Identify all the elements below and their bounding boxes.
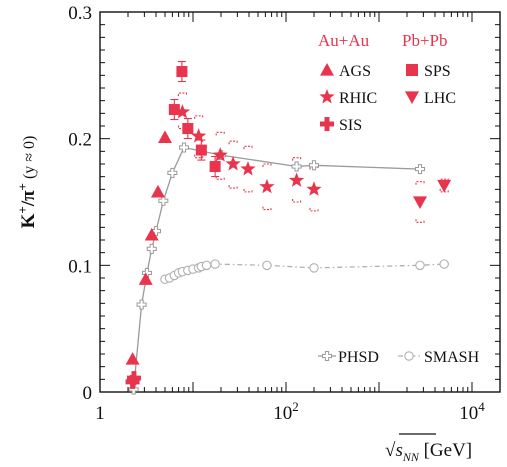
model-point-phsd bbox=[128, 384, 139, 395]
data-point-sps bbox=[168, 104, 180, 116]
y-tick-label: 0.3 bbox=[68, 3, 92, 24]
data-point-rhic bbox=[191, 128, 207, 143]
legend-marker-lhc bbox=[405, 91, 419, 104]
legend-entry-smash: SMASH bbox=[398, 349, 480, 366]
model-point-phsd bbox=[136, 299, 147, 310]
model-point-phsd bbox=[291, 161, 302, 172]
x-axis-label: √sNN [GeV] bbox=[385, 433, 472, 464]
data-point-ags bbox=[158, 130, 173, 143]
svg-text:PHSD: PHSD bbox=[338, 349, 379, 366]
x-tick-label: 1 bbox=[95, 403, 105, 424]
svg-text:AGS: AGS bbox=[339, 63, 371, 80]
y-tick-label: 0.2 bbox=[68, 130, 92, 151]
model-point-phsd bbox=[415, 164, 426, 175]
data-point-sps bbox=[176, 66, 188, 78]
sys-bracket-rhic bbox=[292, 157, 302, 203]
x-tick-label: 104 bbox=[459, 399, 485, 424]
model-point-phsd bbox=[308, 160, 319, 171]
axis-ticks: 0 0.1 0.2 0.3 1 102 104 bbox=[68, 3, 501, 424]
systematic-error-brackets bbox=[177, 92, 449, 223]
legend-entry-rhic: RHIC bbox=[319, 89, 377, 107]
sys-bracket-rhic bbox=[215, 131, 225, 180]
legend-entry-sis: SIS bbox=[320, 117, 362, 134]
data-point-ags bbox=[150, 184, 165, 198]
legend-group-au-au: Au+Au bbox=[318, 31, 370, 50]
legend-group-pb-pb: Pb+Pb bbox=[402, 31, 448, 50]
model-point-phsd bbox=[141, 267, 152, 278]
data-point-sps bbox=[209, 161, 221, 173]
sys-bracket-rhic bbox=[194, 115, 204, 159]
y-axis-label: K+/π+ (y ≈ 0) bbox=[15, 136, 39, 229]
legend-models: PHSD SMASH bbox=[318, 349, 480, 366]
svg-text:RHIC: RHIC bbox=[339, 90, 377, 107]
sys-bracket-rhic bbox=[243, 145, 253, 193]
data-markers bbox=[125, 60, 452, 389]
data-point-rhic bbox=[289, 172, 305, 187]
legend-experiments: Au+Au Pb+Pb AGS RHIC SIS SPS LHC bbox=[318, 31, 456, 134]
data-point-rhic bbox=[259, 178, 275, 194]
sys-bracket-rhic bbox=[262, 163, 272, 211]
legend-entry-ags: AGS bbox=[320, 63, 371, 80]
data-point-rhic bbox=[174, 104, 191, 119]
data-point-rhic bbox=[240, 161, 256, 176]
svg-text:√sNN [GeV]: √sNN [GeV] bbox=[385, 440, 472, 464]
legend-marker-phsd bbox=[322, 351, 332, 361]
sys-bracket-lhc bbox=[415, 181, 425, 223]
legend-marker-ags bbox=[320, 63, 334, 76]
data-point-rhic bbox=[212, 147, 228, 162]
data-point-lhc bbox=[413, 196, 428, 209]
legend-marker-smash bbox=[404, 351, 414, 361]
data-point-ags bbox=[138, 272, 153, 285]
y-tick-label: 0 bbox=[83, 383, 93, 404]
data-point-sps bbox=[182, 123, 194, 135]
model-point-phsd bbox=[146, 243, 157, 254]
legend-entry-lhc: LHC bbox=[405, 90, 456, 107]
legend-entry-sps: SPS bbox=[406, 63, 451, 80]
data-point-lhc bbox=[437, 179, 452, 193]
data-point-rhic bbox=[225, 156, 241, 171]
data-point-sps bbox=[195, 144, 207, 156]
data-point-ags bbox=[125, 352, 140, 365]
data-point-rhic bbox=[306, 181, 322, 196]
model-point-smash bbox=[309, 263, 319, 273]
x-tick-label: 102 bbox=[273, 399, 299, 424]
legend-marker-sps bbox=[406, 64, 418, 76]
model-point-smash bbox=[439, 259, 449, 269]
data-point-sis bbox=[125, 374, 140, 389]
model-point-phsd bbox=[158, 195, 169, 206]
svg-text:LHC: LHC bbox=[424, 90, 456, 107]
y-tick-label: 0.1 bbox=[68, 256, 92, 277]
sys-bracket-rhic bbox=[228, 140, 238, 189]
model-point-smash bbox=[415, 260, 425, 271]
model-point-phsd bbox=[178, 142, 189, 153]
legend-entry-phsd: PHSD bbox=[318, 349, 379, 366]
model-point-smash bbox=[262, 260, 272, 271]
legend-marker-rhic bbox=[319, 89, 335, 104]
model-point-smash bbox=[210, 259, 220, 269]
legend-marker-sis bbox=[320, 117, 334, 131]
svg-text:SPS: SPS bbox=[424, 63, 451, 80]
svg-text:SIS: SIS bbox=[339, 117, 362, 134]
data-point-ags bbox=[144, 227, 159, 241]
sys-bracket-rhic bbox=[309, 165, 319, 212]
model-point-smash bbox=[201, 260, 212, 271]
svg-text:SMASH: SMASH bbox=[424, 349, 480, 366]
model-point-phsd bbox=[167, 167, 178, 178]
